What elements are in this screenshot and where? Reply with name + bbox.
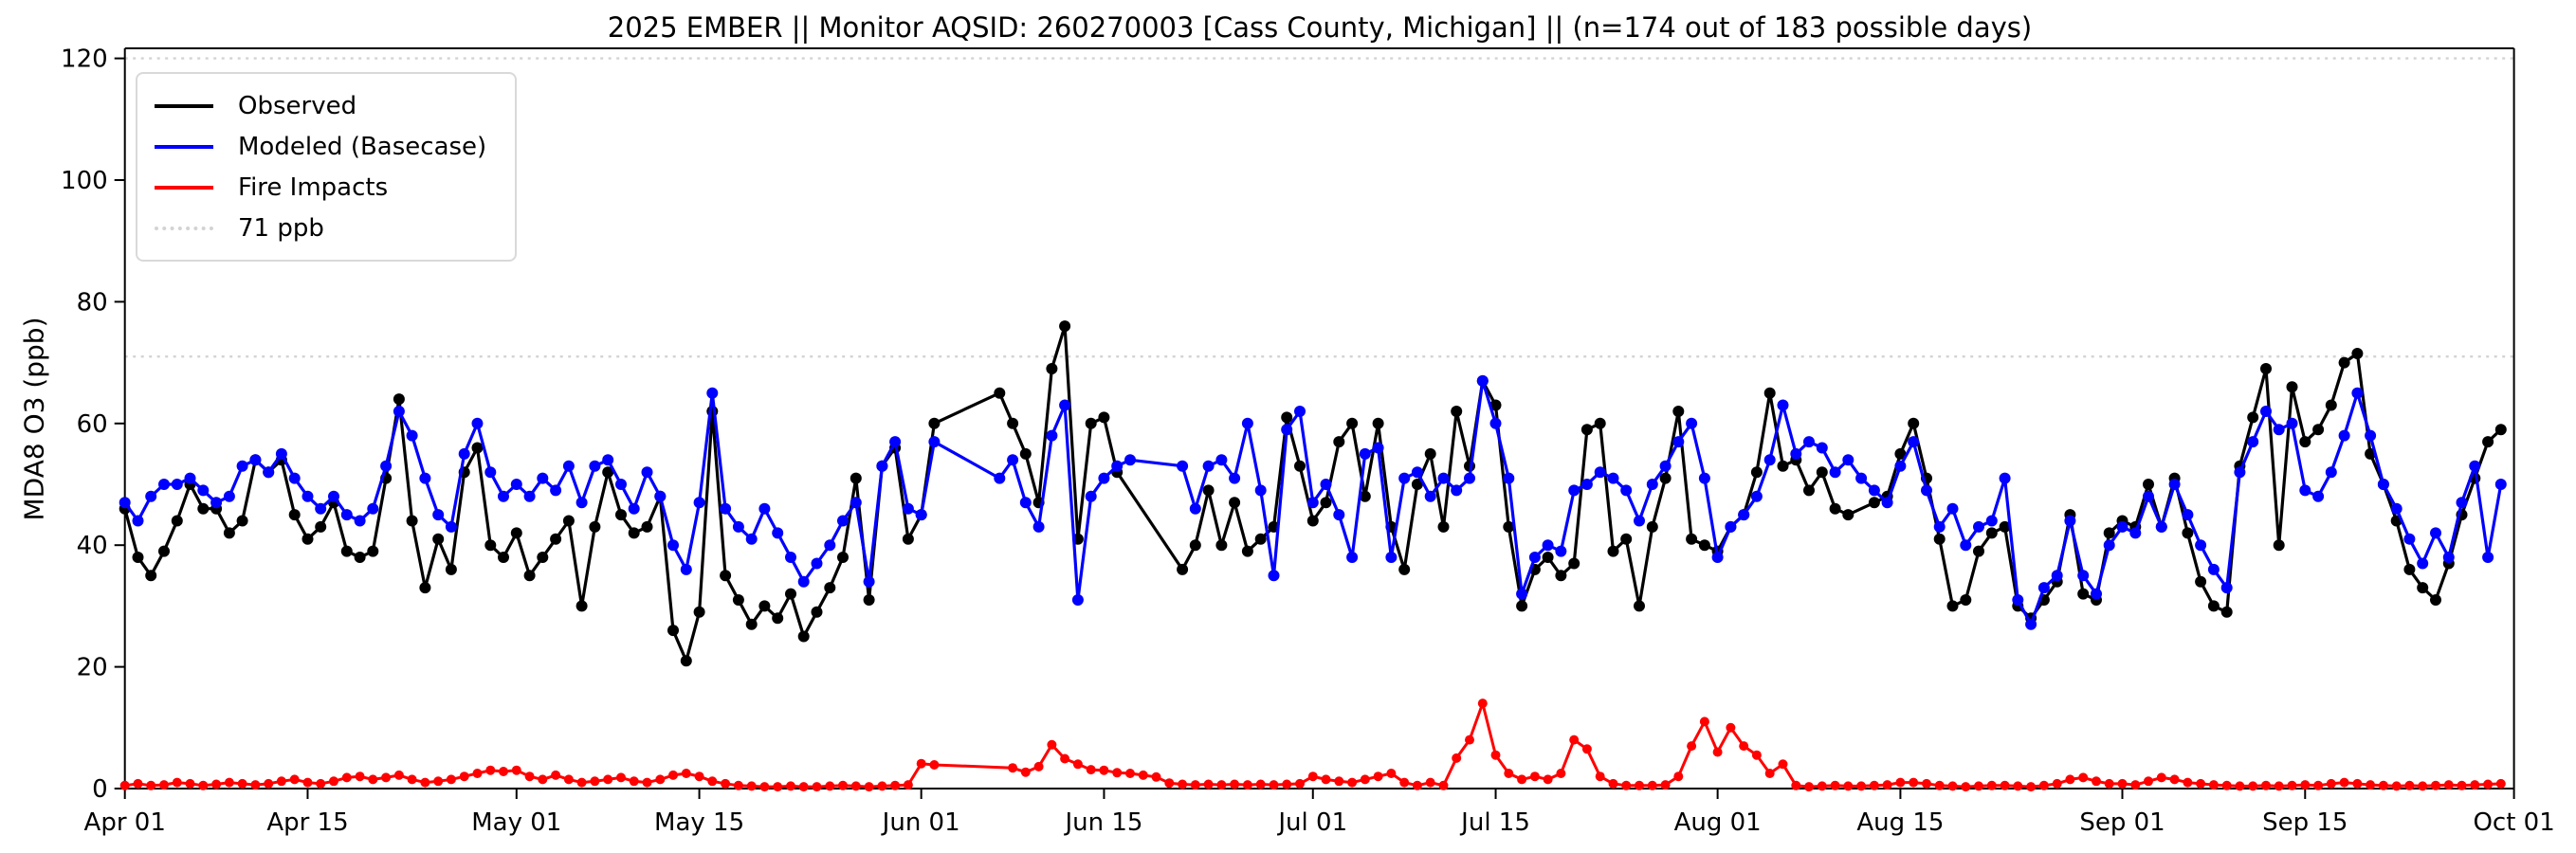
svg-text:0: 0 [92, 775, 108, 804]
legend-label-threshold: 71 ppb [238, 213, 324, 243]
threshold-line-swatch [155, 226, 213, 230]
modeled-line-swatch [155, 144, 213, 149]
legend-item-fire: Fire Impacts [155, 167, 486, 208]
legend-item-observed: Observed [155, 85, 486, 126]
svg-text:120: 120 [61, 45, 108, 74]
modeled-series [119, 374, 2507, 630]
svg-text:Aug 01: Aug 01 [1674, 808, 1762, 837]
svg-text:Sep 01: Sep 01 [2079, 808, 2165, 837]
svg-text:60: 60 [77, 410, 108, 439]
legend-item-threshold: 71 ppb [155, 208, 486, 248]
chart-title: 2025 EMBER || Monitor AQSID: 260270003 [… [607, 11, 2033, 44]
svg-text:May 01: May 01 [471, 808, 561, 837]
svg-text:40: 40 [77, 532, 108, 560]
svg-text:20: 20 [77, 654, 108, 682]
svg-text:Jul 15: Jul 15 [1459, 808, 1530, 837]
svg-text:Jun 15: Jun 15 [1063, 808, 1142, 837]
observed-line-swatch [155, 103, 213, 108]
axes-spines [123, 47, 2515, 789]
svg-text:Jun 01: Jun 01 [881, 808, 960, 837]
y-ticks: 0 20 40 60 80 100 120 [61, 45, 125, 804]
legend-label-observed: Observed [238, 91, 357, 120]
legend-label-modeled: Modeled (Basecase) [238, 132, 487, 161]
svg-text:80: 80 [77, 288, 108, 317]
svg-text:100: 100 [61, 167, 108, 195]
svg-text:Sep 15: Sep 15 [2262, 808, 2348, 837]
x-ticks: Apr 01 Apr 15 May 01 May 15 Jun 01 Jun 15 Jul … [84, 789, 2555, 837]
svg-text:Aug 15: Aug 15 [1856, 808, 1944, 837]
svg-text:Jul 01: Jul 01 [1276, 808, 1347, 837]
fire-line-swatch [155, 185, 213, 190]
legend-label-fire: Fire Impacts [238, 172, 389, 202]
legend: Observed Modeled (Basecase) Fire Impacts… [136, 72, 518, 262]
svg-text:May 15: May 15 [654, 808, 744, 837]
legend-item-modeled: Modeled (Basecase) [155, 126, 486, 167]
svg-text:Apr 01: Apr 01 [84, 808, 166, 837]
fire-series [119, 699, 2506, 792]
svg-text:Apr 15: Apr 15 [266, 808, 348, 837]
svg-text:Oct 01: Oct 01 [2473, 808, 2554, 837]
